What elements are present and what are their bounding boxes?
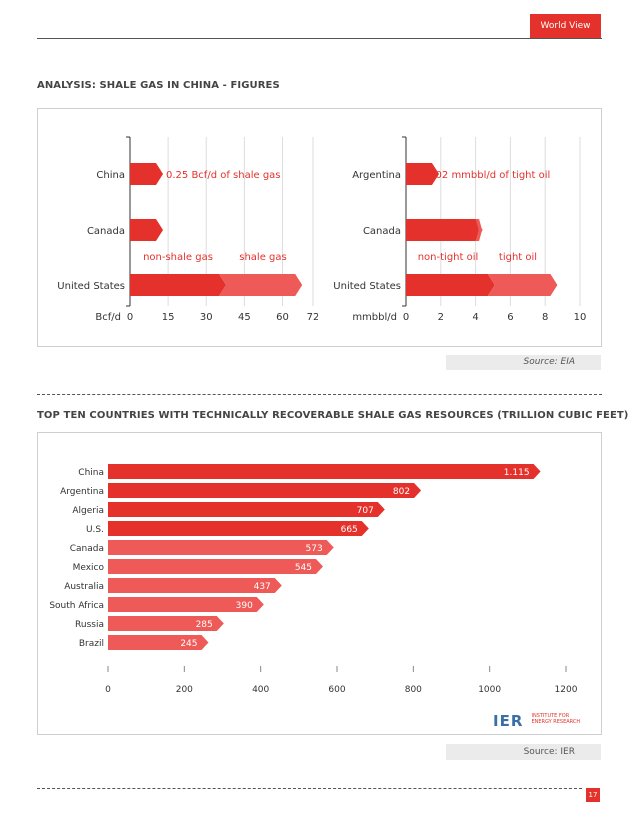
x-tick-label: 8	[542, 312, 548, 323]
bar	[108, 597, 264, 612]
data-label: 245	[180, 639, 197, 649]
bar-non-shale-gas	[130, 274, 226, 296]
bar	[108, 578, 282, 593]
data-label: 573	[306, 544, 323, 554]
bar	[108, 464, 541, 479]
x-axis-label: mmbbl/d	[352, 312, 397, 323]
legend-shale-gas: shale gas	[239, 252, 286, 263]
source-ier: Source: IER	[446, 744, 601, 760]
bar	[108, 502, 385, 517]
x-tick-label: 1200	[555, 685, 578, 695]
data-label: 802	[393, 487, 410, 497]
x-tick-label: 0	[127, 312, 133, 323]
bar	[108, 616, 224, 631]
x-tick-label: 60	[276, 312, 289, 323]
bar-shale-gas	[219, 274, 303, 296]
category-label: United States	[57, 281, 125, 292]
ier-logo-mark: IER	[493, 712, 524, 730]
bar-tight-oil	[475, 219, 483, 241]
bar	[108, 521, 369, 536]
x-tick-label: 6	[507, 312, 513, 323]
source-eia: Source: EIA	[446, 355, 601, 370]
x-tick-label: 4	[472, 312, 478, 323]
data-label: 545	[295, 563, 312, 573]
header-rule	[37, 38, 602, 39]
data-label: 1.115	[504, 468, 530, 478]
bar-tight-oil	[406, 163, 439, 185]
footer-divider	[37, 788, 582, 789]
chart-top-ten-shale: 0 200 400 600 800 1000 1200 China 1.115 Argentina…	[49, 464, 578, 695]
x-tick-label: 600	[328, 685, 345, 695]
data-label: 390	[236, 601, 253, 611]
category-label: Australia	[64, 582, 104, 592]
data-label: 707	[357, 506, 374, 516]
category-label: Brazil	[79, 639, 104, 649]
chart-tight-oil: 0 2 4 6 8 10 mmbbl/d Argentina Canada United Stat…	[333, 136, 587, 323]
tight-oil-annotation: 0.02 mmbbl/d of tight oil	[426, 170, 550, 181]
x-tick-label: 15	[162, 312, 175, 323]
bar	[108, 483, 422, 498]
category-label: United States	[333, 281, 401, 292]
x-tick-label: 0	[403, 312, 409, 323]
legend-non-tight-oil: non-tight oil	[418, 252, 479, 263]
category-label: Russia	[75, 620, 104, 630]
category-label: China	[96, 170, 125, 181]
bar-non-tight-oil	[406, 274, 495, 296]
bar-shale-gas	[130, 163, 163, 185]
ier-logo: IER INSTITUTE FOR ENERGY RESEARCH	[493, 711, 580, 730]
legend-non-shale-gas: non-shale gas	[143, 252, 213, 263]
category-label: Canada	[363, 226, 401, 237]
x-tick-label: 400	[252, 685, 269, 695]
x-tick-label: 10	[574, 312, 587, 323]
x-tick-label: 72	[307, 312, 318, 323]
x-tick-label: 800	[405, 685, 422, 695]
category-label: Algeria	[72, 506, 104, 516]
x-tick-label: 30	[200, 312, 213, 323]
category-label: South Africa	[49, 601, 104, 611]
chart-panel-top-ten: 0 200 400 600 800 1000 1200 China 1.115 Argentina…	[37, 432, 602, 735]
ier-logo-line2: ENERGY RESEARCH	[531, 719, 581, 725]
bar	[108, 559, 323, 574]
x-tick-label: 45	[238, 312, 251, 323]
category-label: China	[78, 468, 104, 478]
page-number: 17	[586, 788, 600, 802]
chart-panel-china: 0 15 30 45 60 72 Bcf/d China Canada United States…	[37, 108, 602, 347]
data-label: 665	[341, 525, 358, 535]
category-label: Argentina	[60, 487, 104, 497]
x-axis-label: Bcf/d	[95, 312, 121, 323]
chart-shale-gas: 0 15 30 45 60 72 Bcf/d China Canada United States…	[57, 136, 318, 323]
data-label: 285	[196, 620, 213, 630]
ier-logo-line1: INSTITUTE FOR	[531, 713, 570, 719]
section-heading-top-ten: TOP TEN COUNTRIES WITH TECHNICALLY RECOV…	[37, 410, 629, 421]
section-heading-china-figures: ANALYSIS: SHALE GAS IN CHINA - FIGURES	[37, 80, 280, 91]
section-divider	[37, 394, 602, 395]
category-label: U.S.	[86, 525, 104, 535]
bar-shale-gas	[130, 219, 163, 241]
bar	[108, 540, 334, 555]
x-tick-label: 1000	[478, 685, 501, 695]
x-tick-label: 200	[176, 685, 193, 695]
x-tick-label: 2	[438, 312, 444, 323]
x-tick-label: 0	[105, 685, 111, 695]
category-label: Canada	[70, 544, 104, 554]
category-label: Argentina	[352, 170, 401, 181]
shale-gas-annotation: 0.25 Bcf/d of shale gas	[166, 170, 281, 181]
bar	[108, 635, 209, 650]
category-label: Mexico	[73, 563, 105, 573]
category-label: Canada	[87, 226, 125, 237]
bar-non-tight-oil	[406, 219, 483, 241]
legend-tight-oil: tight oil	[499, 252, 537, 263]
bar-tight-oil	[487, 274, 558, 296]
data-label: 437	[254, 582, 271, 592]
section-badge: World View	[530, 14, 601, 39]
